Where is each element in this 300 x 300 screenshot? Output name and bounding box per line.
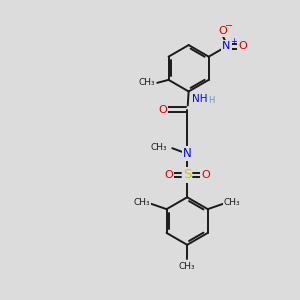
Text: NH: NH [192,94,207,104]
Text: CH₃: CH₃ [139,78,155,87]
Text: O: O [201,170,210,180]
Text: S: S [183,169,191,182]
Text: H: H [208,97,215,106]
Text: O: O [218,26,227,36]
Text: O: O [164,170,173,180]
Text: O: O [238,41,247,51]
Text: N: N [183,147,191,160]
Text: CH₃: CH₃ [224,198,240,207]
Text: O: O [158,105,167,115]
Text: CH₃: CH₃ [150,143,166,152]
Text: N: N [222,41,231,51]
Text: CH₃: CH₃ [179,262,196,271]
Text: CH₃: CH₃ [134,198,151,207]
Text: −: − [225,21,233,31]
Text: +: + [230,37,237,46]
